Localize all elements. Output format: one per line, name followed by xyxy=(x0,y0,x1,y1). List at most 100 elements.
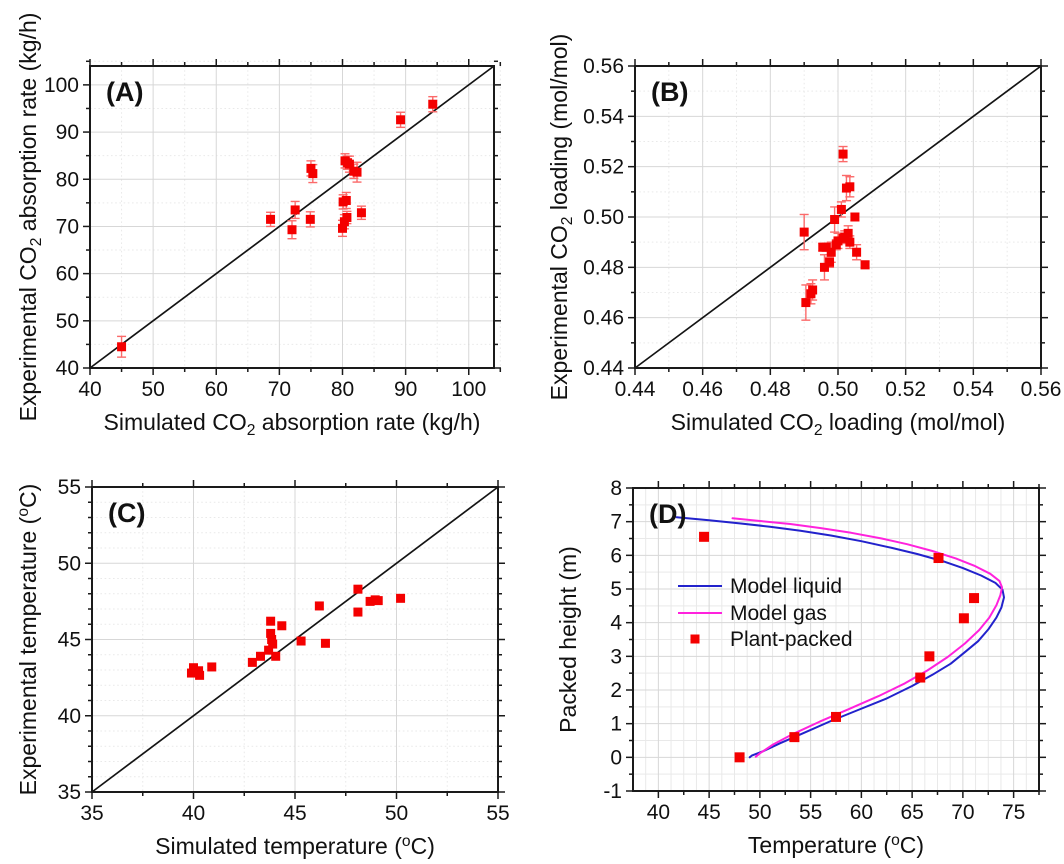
svg-text:60: 60 xyxy=(850,801,873,824)
data-point-marker xyxy=(845,182,855,192)
chart-svg-c: 35 40 45 50 55 35 40 45 50 55 Simulated temperatur… xyxy=(15,476,510,859)
svg-text:0.54: 0.54 xyxy=(583,105,624,128)
data-point-marker xyxy=(344,159,354,169)
data-point-marker xyxy=(831,711,841,722)
svg-text:60: 60 xyxy=(205,378,228,401)
panel-c-temperature-parity-chart: 35 40 45 50 55 35 40 45 50 55 Simulated temperatur… xyxy=(0,432,532,864)
svg-text:55: 55 xyxy=(58,476,81,499)
data-point-marker xyxy=(342,212,352,222)
svg-text:90: 90 xyxy=(394,378,417,401)
data-point-marker xyxy=(843,228,853,238)
data-point-marker xyxy=(194,666,204,676)
svg-text:75: 75 xyxy=(1002,801,1025,824)
svg-text:2: 2 xyxy=(610,679,622,702)
svg-text:100: 100 xyxy=(44,74,79,97)
data-point-marker xyxy=(341,195,351,205)
data-point-marker xyxy=(271,651,281,661)
svg-text:90: 90 xyxy=(56,121,79,144)
data-point-marker xyxy=(915,672,926,683)
data-point-marker xyxy=(821,242,831,252)
svg-text:55: 55 xyxy=(486,802,509,825)
svg-text:80: 80 xyxy=(331,378,354,401)
data-point-marker xyxy=(850,212,860,222)
data-point-marker xyxy=(277,621,287,631)
svg-text:45: 45 xyxy=(58,629,81,652)
svg-text:Temperature (oC): Temperature (oC) xyxy=(748,832,924,858)
svg-text:Simulated CO2 loading (mol/mol: Simulated CO2 loading (mol/mol) xyxy=(671,409,1006,439)
svg-text:(C): (C) xyxy=(108,498,145,528)
data-point-marker xyxy=(267,635,277,644)
data-point-marker xyxy=(266,616,276,626)
svg-text:Plant-packed: Plant-packed xyxy=(730,628,853,651)
svg-text:Experimental CO2 absorption ra: Experimental CO2 absorption rate (kg/h) xyxy=(15,13,45,422)
svg-text:0.54: 0.54 xyxy=(953,378,994,401)
data-point-marker xyxy=(969,593,980,604)
data-point-marker xyxy=(819,262,829,272)
svg-text:(D): (D) xyxy=(649,499,686,529)
data-point-marker xyxy=(306,163,316,173)
data-point-marker xyxy=(365,596,375,606)
data-point-marker xyxy=(825,257,835,267)
svg-text:65: 65 xyxy=(900,801,923,824)
svg-text:8: 8 xyxy=(610,477,622,500)
data-point-marker xyxy=(958,613,969,624)
legend-swatch-plant-packed xyxy=(690,634,700,644)
svg-text:5: 5 xyxy=(610,578,622,601)
svg-text:50: 50 xyxy=(748,801,771,824)
data-point-marker xyxy=(305,214,315,224)
data-point-marker xyxy=(247,657,257,667)
panel-d-packed-height-profile-chart: 40 45 50 55 60 65 70 75 -1 0 1 2 3 4 5 6 7 8 Temperature (… xyxy=(532,432,1064,864)
data-point-marker xyxy=(801,298,811,308)
svg-text:40: 40 xyxy=(56,357,79,380)
svg-text:(A): (A) xyxy=(106,77,143,107)
data-point-marker xyxy=(264,645,274,655)
svg-text:(B): (B) xyxy=(651,77,688,107)
data-point-marker xyxy=(836,204,846,214)
data-point-marker xyxy=(266,628,276,638)
data-point-marker xyxy=(838,149,848,159)
data-point-marker xyxy=(860,260,870,270)
svg-text:70: 70 xyxy=(951,801,974,824)
svg-text:0.46: 0.46 xyxy=(583,307,624,330)
data-point-marker xyxy=(255,651,265,661)
svg-text:Simulated temperature (oC): Simulated temperature (oC) xyxy=(155,833,435,859)
svg-text:40: 40 xyxy=(647,801,670,824)
svg-text:1: 1 xyxy=(610,713,622,736)
svg-text:0.50: 0.50 xyxy=(818,378,859,401)
svg-text:0.46: 0.46 xyxy=(682,378,723,401)
data-point-marker xyxy=(308,169,318,179)
data-point-marker xyxy=(356,208,366,218)
data-point-marker xyxy=(789,732,800,743)
data-point-marker xyxy=(353,607,363,617)
svg-text:50: 50 xyxy=(141,378,164,401)
data-point-marker xyxy=(117,342,127,352)
svg-text:Simulated CO2 absorption rate: Simulated CO2 absorption rate (kg/h) xyxy=(104,409,481,439)
data-point-marker xyxy=(353,584,363,594)
svg-text:7: 7 xyxy=(610,511,622,534)
svg-text:0.52: 0.52 xyxy=(885,378,926,401)
svg-text:70: 70 xyxy=(268,378,291,401)
svg-text:55: 55 xyxy=(799,801,822,824)
data-point-marker xyxy=(826,247,836,257)
svg-text:0.56: 0.56 xyxy=(1021,378,1062,401)
data-point-marker xyxy=(699,531,710,542)
data-point-marker xyxy=(808,285,818,295)
data-point-marker xyxy=(924,651,935,662)
svg-text:45: 45 xyxy=(283,802,306,825)
data-point-marker xyxy=(207,662,217,672)
data-point-marker xyxy=(314,601,324,611)
svg-text:0.44: 0.44 xyxy=(615,378,656,401)
data-point-marker xyxy=(287,225,297,235)
svg-text:4: 4 xyxy=(610,612,622,635)
panel-a-absorption-rate-parity-chart: 40 50 60 70 80 90 100 40 50 60 70 80 90 100 Simulated … xyxy=(0,0,532,439)
svg-text:Packed height (m): Packed height (m) xyxy=(555,546,581,733)
curve-model-liquid xyxy=(675,516,1005,759)
chart-svg-a: 40 50 60 70 80 90 100 40 50 60 70 80 90 100 Simulated … xyxy=(15,13,502,439)
data-point-marker xyxy=(268,639,278,649)
svg-text:35: 35 xyxy=(80,802,103,825)
panel-b-co2-loading-parity-chart: 0.44 0.46 0.48 0.50 0.52 0.54 0.56 0.44 0.46 0.48… xyxy=(532,0,1064,439)
data-point-marker xyxy=(845,237,855,247)
data-point-marker xyxy=(396,115,406,125)
